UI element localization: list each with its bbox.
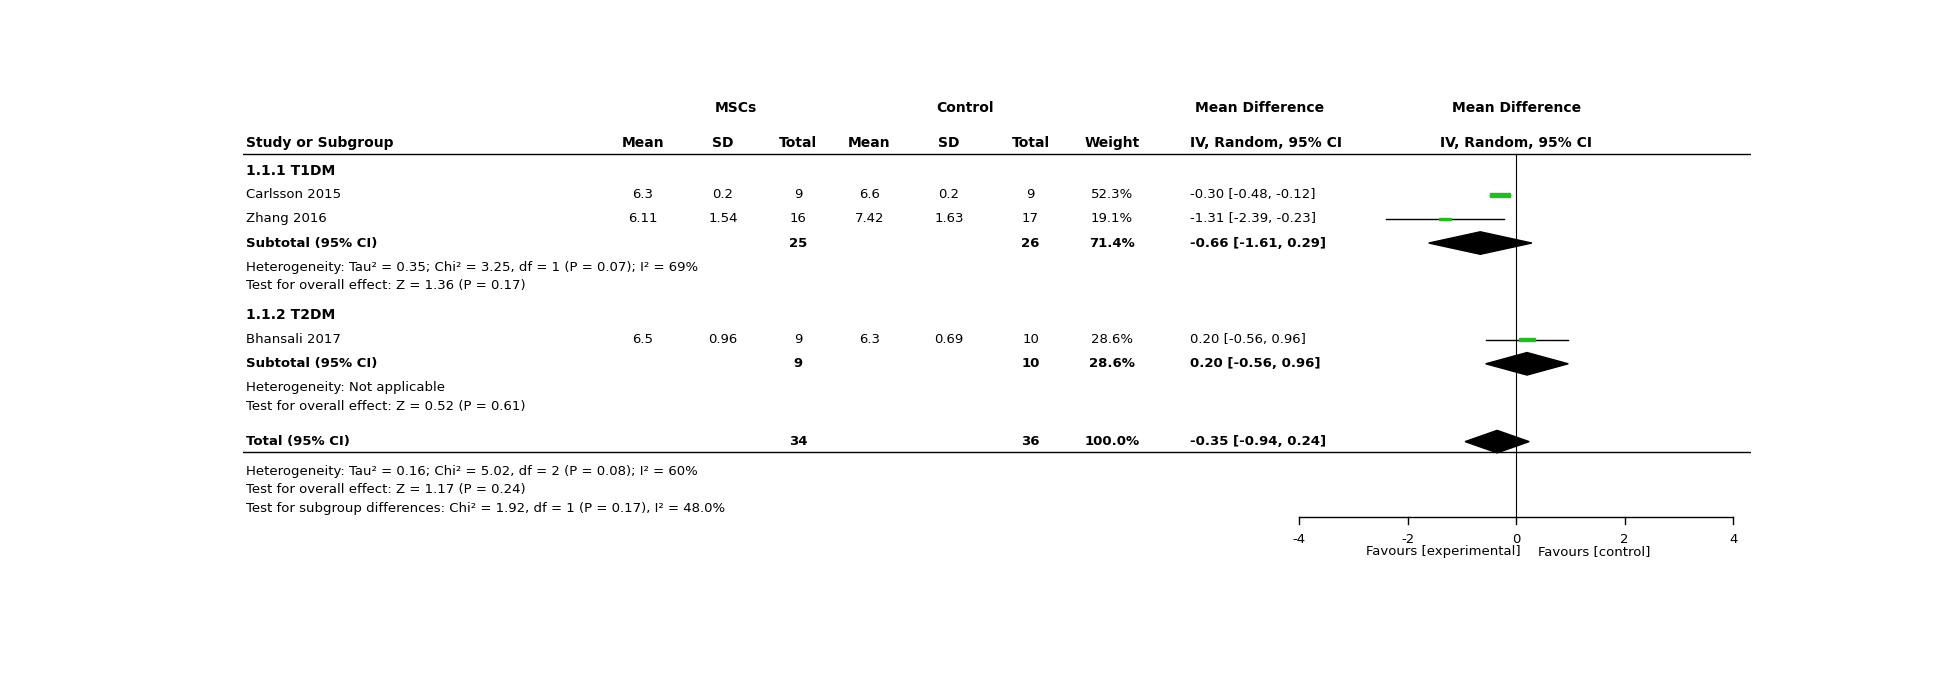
Text: Bhansali 2017: Bhansali 2017 [247, 333, 341, 346]
Text: 0.2: 0.2 [712, 188, 734, 201]
Text: SD: SD [712, 136, 734, 150]
Text: 10: 10 [1022, 358, 1039, 370]
Text: Total (95% CI): Total (95% CI) [247, 435, 350, 448]
Text: IV, Random, 95% CI: IV, Random, 95% CI [1440, 136, 1592, 150]
Text: 9: 9 [794, 188, 802, 201]
Text: Control: Control [936, 101, 994, 115]
Text: 10: 10 [1022, 333, 1039, 346]
Text: 100.0%: 100.0% [1084, 435, 1140, 448]
Text: 34: 34 [788, 435, 808, 448]
Text: Test for subgroup differences: Chi² = 1.92, df = 1 (P = 0.17), I² = 48.0%: Test for subgroup differences: Chi² = 1.… [247, 503, 726, 515]
Text: Favours [control]: Favours [control] [1539, 545, 1650, 558]
Text: 0.20 [-0.56, 0.96]: 0.20 [-0.56, 0.96] [1191, 358, 1321, 370]
Text: 71.4%: 71.4% [1090, 236, 1135, 250]
Text: Carlsson 2015: Carlsson 2015 [247, 188, 341, 201]
Text: 19.1%: 19.1% [1092, 213, 1133, 225]
Text: Study or Subgroup: Study or Subgroup [247, 136, 393, 150]
Text: 6.6: 6.6 [858, 188, 880, 201]
Text: 16: 16 [790, 213, 808, 225]
Text: Test for overall effect: Z = 1.36 (P = 0.17): Test for overall effect: Z = 1.36 (P = 0… [247, 279, 525, 293]
Text: 0.2: 0.2 [938, 188, 959, 201]
Text: Mean Difference: Mean Difference [1452, 101, 1580, 115]
Polygon shape [1485, 353, 1568, 375]
Text: Mean: Mean [848, 136, 891, 150]
Text: -0.66 [-1.61, 0.29]: -0.66 [-1.61, 0.29] [1191, 236, 1327, 250]
Text: 6.11: 6.11 [629, 213, 658, 225]
Text: 1.1.2 T2DM: 1.1.2 T2DM [247, 309, 335, 323]
Text: 0: 0 [1512, 533, 1520, 546]
Text: Test for overall effect: Z = 0.52 (P = 0.61): Test for overall effect: Z = 0.52 (P = 0… [247, 400, 525, 413]
Text: 7.42: 7.42 [854, 213, 883, 225]
Text: Mean Difference: Mean Difference [1195, 101, 1323, 115]
Text: 9: 9 [794, 358, 804, 370]
Text: 0.20 [-0.56, 0.96]: 0.20 [-0.56, 0.96] [1191, 333, 1306, 346]
Text: 2: 2 [1621, 533, 1629, 546]
Text: 9: 9 [794, 333, 802, 346]
Text: 1.54: 1.54 [708, 213, 738, 225]
Text: Zhang 2016: Zhang 2016 [247, 213, 327, 225]
Text: 4: 4 [1730, 533, 1738, 546]
Text: 6.5: 6.5 [632, 333, 654, 346]
Text: Weight: Weight [1084, 136, 1140, 150]
Text: Mean: Mean [621, 136, 664, 150]
Text: Total: Total [778, 136, 817, 150]
Text: -1.31 [-2.39, -0.23]: -1.31 [-2.39, -0.23] [1191, 213, 1315, 225]
Text: Total: Total [1012, 136, 1049, 150]
Text: Test for overall effect: Z = 1.17 (P = 0.24): Test for overall effect: Z = 1.17 (P = 0… [247, 484, 525, 496]
Text: Heterogeneity: Tau² = 0.16; Chi² = 5.02, df = 2 (P = 0.08); I² = 60%: Heterogeneity: Tau² = 0.16; Chi² = 5.02,… [247, 465, 699, 477]
Polygon shape [1428, 232, 1532, 254]
Polygon shape [1465, 430, 1530, 453]
Text: 52.3%: 52.3% [1092, 188, 1133, 201]
Bar [1491, 193, 1510, 197]
Text: 17: 17 [1022, 213, 1039, 225]
Text: Subtotal (95% CI): Subtotal (95% CI) [247, 358, 378, 370]
Text: 1.1.1 T1DM: 1.1.1 T1DM [247, 164, 335, 178]
Text: 1.63: 1.63 [934, 213, 963, 225]
Text: -0.35 [-0.94, 0.24]: -0.35 [-0.94, 0.24] [1191, 435, 1327, 448]
Text: MSCs: MSCs [714, 101, 757, 115]
Text: IV, Random, 95% CI: IV, Random, 95% CI [1191, 136, 1343, 150]
Text: Heterogeneity: Tau² = 0.35; Chi² = 3.25, df = 1 (P = 0.07); I² = 69%: Heterogeneity: Tau² = 0.35; Chi² = 3.25,… [247, 261, 699, 274]
Text: 0.96: 0.96 [708, 333, 738, 346]
Bar [1520, 338, 1535, 341]
Text: SD: SD [938, 136, 959, 150]
Text: 26: 26 [1022, 236, 1039, 250]
Text: 0.69: 0.69 [934, 333, 963, 346]
Bar [1438, 217, 1452, 220]
Text: 28.6%: 28.6% [1092, 333, 1133, 346]
Text: Subtotal (95% CI): Subtotal (95% CI) [247, 236, 378, 250]
Text: -2: -2 [1401, 533, 1415, 546]
Text: 9: 9 [1026, 188, 1035, 201]
Text: -0.30 [-0.48, -0.12]: -0.30 [-0.48, -0.12] [1191, 188, 1315, 201]
Text: 28.6%: 28.6% [1090, 358, 1135, 370]
Text: 6.3: 6.3 [632, 188, 654, 201]
Text: Heterogeneity: Not applicable: Heterogeneity: Not applicable [247, 381, 446, 395]
Text: 25: 25 [790, 236, 808, 250]
Text: 36: 36 [1022, 435, 1039, 448]
Text: -4: -4 [1292, 533, 1306, 546]
Text: 6.3: 6.3 [858, 333, 880, 346]
Text: Favours [experimental]: Favours [experimental] [1366, 545, 1522, 558]
